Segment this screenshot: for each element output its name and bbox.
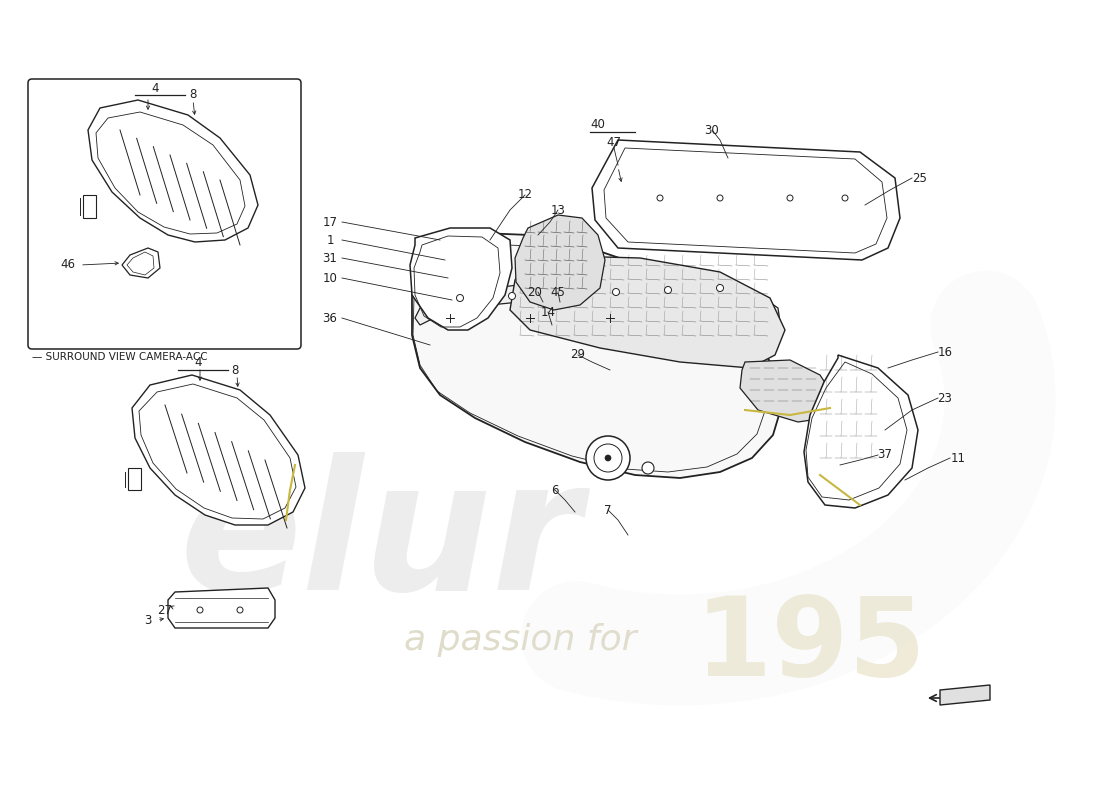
Text: 4: 4 [195,357,201,370]
Polygon shape [940,685,990,705]
Text: 46: 46 [60,258,76,271]
Text: 195: 195 [694,591,926,698]
Circle shape [786,195,793,201]
Text: 6: 6 [551,483,559,497]
Text: 3: 3 [144,614,152,626]
Text: 30: 30 [705,123,719,137]
Circle shape [642,462,654,474]
Text: — SURROUND VIEW CAMERA-ACC: — SURROUND VIEW CAMERA-ACC [32,352,208,362]
Polygon shape [415,278,780,325]
Polygon shape [410,228,512,330]
Polygon shape [592,140,900,260]
Text: 47: 47 [606,135,621,149]
Text: elur: elur [179,452,581,628]
Polygon shape [122,248,160,278]
Circle shape [605,455,610,461]
Circle shape [508,293,516,299]
Text: 27: 27 [157,603,173,617]
Polygon shape [82,195,96,218]
Text: 36: 36 [322,311,338,325]
Polygon shape [168,588,275,628]
Text: 4: 4 [152,82,158,94]
Polygon shape [804,355,918,508]
Text: 25: 25 [913,171,927,185]
Circle shape [716,285,724,291]
Text: 45: 45 [551,286,565,298]
Text: 7: 7 [604,503,612,517]
Circle shape [586,436,630,480]
Text: 23: 23 [937,391,953,405]
Polygon shape [412,233,782,478]
Text: 16: 16 [937,346,953,358]
Polygon shape [88,100,258,242]
Circle shape [613,289,619,295]
Text: 37: 37 [878,449,892,462]
Circle shape [594,444,621,472]
Polygon shape [128,468,141,490]
Text: 11: 11 [950,451,966,465]
Text: 8: 8 [231,363,239,377]
FancyBboxPatch shape [28,79,301,349]
Polygon shape [132,375,305,525]
Text: 20: 20 [528,286,542,298]
Circle shape [236,607,243,613]
Circle shape [657,195,663,201]
Text: 12: 12 [517,189,532,202]
Text: a passion for: a passion for [404,623,636,657]
Text: 8: 8 [189,89,197,102]
Polygon shape [740,360,835,422]
Text: 17: 17 [322,215,338,229]
Text: 40: 40 [591,118,605,131]
Text: 13: 13 [551,203,565,217]
Text: 14: 14 [540,306,556,318]
Circle shape [842,195,848,201]
Circle shape [456,294,463,302]
Circle shape [197,607,204,613]
Polygon shape [515,215,605,310]
Text: 10: 10 [322,271,338,285]
Text: 31: 31 [322,251,338,265]
Circle shape [717,195,723,201]
Text: 29: 29 [571,349,585,362]
Text: 1: 1 [327,234,333,246]
Polygon shape [510,255,785,368]
Circle shape [664,286,671,294]
Circle shape [561,290,568,298]
